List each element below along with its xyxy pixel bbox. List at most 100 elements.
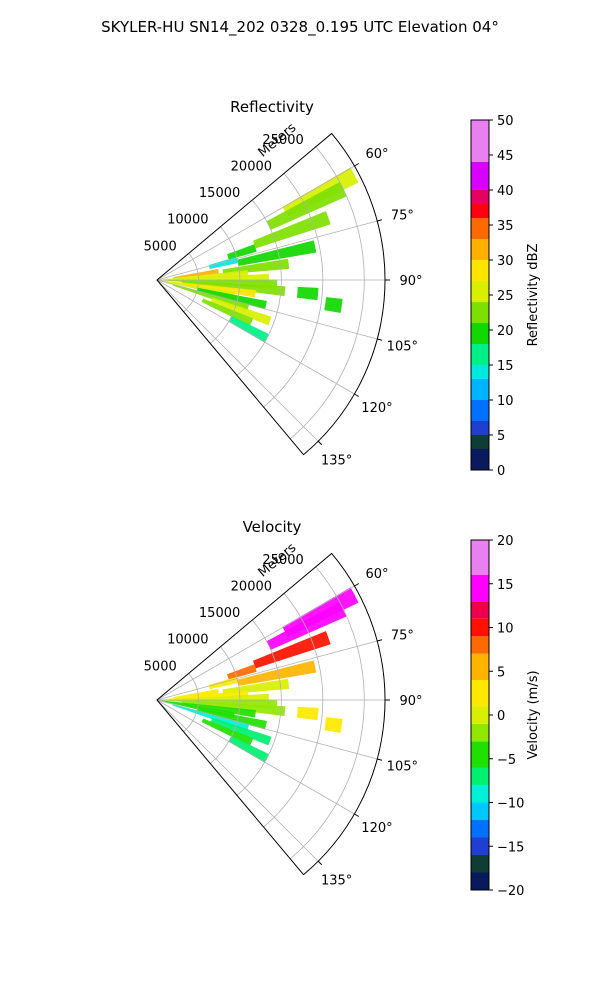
azimuth-tick xyxy=(377,338,383,341)
colorbar-label: Reflectivity dBZ xyxy=(526,244,541,347)
azimuth-tick-label: 90° xyxy=(399,274,422,289)
azimuth-tick xyxy=(317,440,323,446)
colorbar-segment xyxy=(471,260,489,281)
data-cell xyxy=(252,631,331,669)
colorbar-label: Velocity (m/s) xyxy=(526,670,541,759)
colorbar-segment xyxy=(471,323,489,344)
data-cell xyxy=(228,736,269,763)
colorbar-segment xyxy=(471,435,489,449)
data-cell xyxy=(266,602,347,650)
data-cell xyxy=(227,664,257,680)
radial-tick-label: 15000 xyxy=(199,186,240,201)
colorbar-segment xyxy=(471,767,489,785)
azimuth-tick-label: 135° xyxy=(321,454,352,469)
colorbar-tick-label: 20 xyxy=(497,534,514,549)
colorbar-segment xyxy=(471,636,489,654)
azimuth-tick xyxy=(317,860,323,866)
colorbar-tick-label: 30 xyxy=(497,254,514,269)
data-cell xyxy=(197,287,267,310)
chart-title: Velocity xyxy=(243,518,302,536)
colorbar-tick-label: 5 xyxy=(497,665,505,680)
range-ring xyxy=(263,173,324,408)
radial-tick-label: 25000 xyxy=(262,133,303,148)
range-ring xyxy=(289,566,365,860)
range-ring xyxy=(210,226,241,344)
colorbar-segment xyxy=(471,162,489,190)
colorbar-segment xyxy=(471,344,489,365)
colorbar-segment xyxy=(471,421,489,435)
colorbar-segment xyxy=(471,302,489,323)
data-cell xyxy=(201,298,254,326)
radial-tick-label: 20000 xyxy=(231,159,272,174)
data-cell xyxy=(324,297,343,314)
colorbar-segment xyxy=(471,706,489,724)
colorbar-tick-label: −10 xyxy=(497,797,524,812)
colorbar-segment xyxy=(471,120,489,162)
colorbar-tick-label: 10 xyxy=(497,622,514,637)
azimuth-tick xyxy=(354,583,360,587)
data-cell xyxy=(208,256,239,269)
data-cell xyxy=(173,688,219,699)
colorbar-segment xyxy=(471,540,489,575)
data-cell xyxy=(266,182,347,230)
azimuth-gridline xyxy=(156,279,319,442)
colorbar-segment xyxy=(471,837,489,855)
colorbar-segment xyxy=(471,723,489,742)
azimuth-gridline xyxy=(156,699,378,760)
data-cell xyxy=(210,717,272,746)
azimuth-gridline xyxy=(156,279,355,395)
azimuth-tick-label: 105° xyxy=(387,340,418,355)
azimuth-tick xyxy=(354,813,360,817)
azimuth-tick-label: 120° xyxy=(361,401,392,416)
figure-title: SKYLER-HU SN14_202 0328_0.195 UTC Elevat… xyxy=(101,18,499,37)
data-cell xyxy=(252,211,331,249)
colorbar-segment xyxy=(471,218,489,239)
colorbar-segment xyxy=(471,190,489,204)
azimuth-tick-label: 105° xyxy=(387,760,418,775)
azimuth-tick-label: 135° xyxy=(321,874,352,889)
sector-frame xyxy=(156,552,386,876)
data-cell xyxy=(173,268,219,279)
chart-panel-reflectivity: Reflectivity60°75°90°105°120°135°5000100… xyxy=(144,98,541,479)
azimuth-tick-label: 75° xyxy=(391,628,414,643)
data-cell xyxy=(237,240,317,266)
azimuth-gridline xyxy=(156,585,355,701)
azimuth-gridline xyxy=(156,279,378,340)
colorbar-segment xyxy=(471,680,489,707)
colorbar-tick-label: −5 xyxy=(497,753,516,768)
radial-tick-label: 5000 xyxy=(144,239,177,254)
colorbar-segment xyxy=(471,281,489,302)
azimuth-tick xyxy=(354,393,360,397)
data-layer xyxy=(157,587,359,763)
radial-tick-label: 20000 xyxy=(231,579,272,594)
radial-tick-label: 15000 xyxy=(199,606,240,621)
colorbar-tick-label: −20 xyxy=(497,884,524,899)
colorbar-segment xyxy=(471,601,489,619)
data-cell xyxy=(208,676,239,689)
colorbar-segment xyxy=(471,618,489,637)
colorbar-tick-label: 15 xyxy=(497,578,514,593)
colorbar-segment xyxy=(471,872,489,890)
data-cell xyxy=(201,718,254,746)
colorbar-tick-label: 45 xyxy=(497,149,514,164)
azimuth-gridline xyxy=(156,640,378,701)
azimuth-tick xyxy=(377,639,383,642)
colorbar: 0 5 10 15 20 25 30 35 40 45 50 Reflectivity dBZ xyxy=(470,114,541,479)
range-ring xyxy=(263,593,324,828)
azimuth-tick xyxy=(377,219,383,222)
azimuth-gridline xyxy=(156,165,355,281)
azimuth-tick-label: 75° xyxy=(391,208,414,223)
data-cell xyxy=(227,244,257,260)
azimuth-gridline xyxy=(156,699,319,862)
colorbar-tick-label: 50 xyxy=(497,114,514,129)
azimuth-gridline xyxy=(156,699,355,815)
chart-panel-velocity: Velocity 60° 75° 90° 105° 120° 135° 5000 10000 15… xyxy=(144,518,541,899)
data-cell xyxy=(296,286,319,301)
azimuth-tick xyxy=(354,163,360,167)
azimuth-tick-label: 120° xyxy=(361,821,392,836)
colorbar-tick-label: 0 xyxy=(497,709,505,724)
colorbar-segment xyxy=(471,239,489,260)
range-ring xyxy=(289,146,365,440)
data-layer xyxy=(157,167,359,343)
colorbar-segment xyxy=(471,785,489,803)
